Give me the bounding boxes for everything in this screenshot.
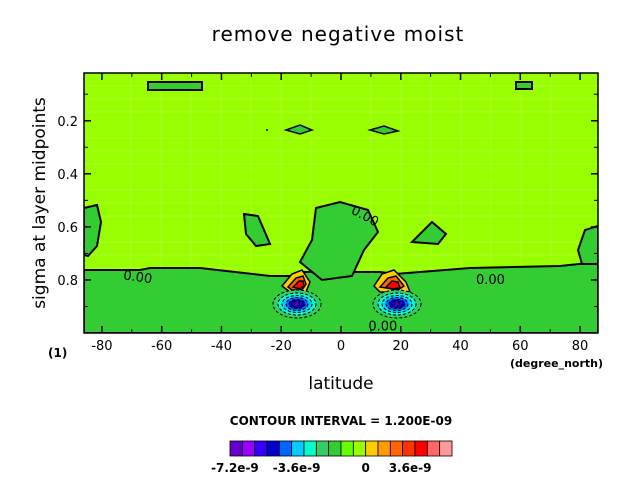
y-unit-label: (1) <box>48 346 67 360</box>
x-tick-label: 40 <box>452 339 469 354</box>
right-cell-a <box>409 220 448 246</box>
contour-label: 0.00 <box>476 273 505 288</box>
y-tick-label: 0.4 <box>57 168 78 183</box>
colorbar-tick-label: -7.2e-9 <box>211 461 259 475</box>
x-axis-title: latitude <box>308 374 373 394</box>
contour-label: 0.00 <box>122 268 153 287</box>
x-axis: -80 -60 -40 -20 0 20 40 60 80 <box>91 73 588 354</box>
colorbar-tick-label: 3.6e-9 <box>389 461 432 475</box>
colorbar-swatch <box>439 440 453 457</box>
upper-left-lens <box>283 124 315 135</box>
x-tick-label: -40 <box>211 339 232 354</box>
x-tick-label: 20 <box>392 339 409 354</box>
colorbar-tick-label: 0 <box>361 461 369 475</box>
upper-right-lens <box>367 125 401 135</box>
colorbar-swatch <box>414 440 428 457</box>
y-axis-title: sigma at layer midpoints <box>30 97 50 309</box>
colorbar-swatch <box>315 440 330 457</box>
left-cell-a <box>242 212 272 248</box>
negative-core-nh <box>372 289 422 319</box>
plot-area: 0.000.000.000.00 <box>84 73 598 334</box>
center-cell <box>298 200 380 282</box>
x-tick-label: 80 <box>572 339 589 354</box>
positive-core-nh <box>373 269 412 293</box>
colorbar-swatch <box>340 440 354 457</box>
x-tick-label: -60 <box>151 339 172 354</box>
y-tick-label: 0.6 <box>57 221 78 236</box>
colorbar-swatch <box>389 440 404 457</box>
upper-right-box <box>515 81 533 90</box>
colorbar-swatch <box>328 440 342 457</box>
colorbar-swatch <box>278 440 293 457</box>
upper-left-box <box>147 81 203 91</box>
x-tick-label: 0 <box>337 339 345 354</box>
colorbar-tick-label: -3.6e-9 <box>273 461 321 475</box>
colorbar-swatch <box>303 440 317 457</box>
x-tick-label: -80 <box>91 339 112 354</box>
negative-core-sh <box>272 289 322 319</box>
colorbar-swatch <box>365 440 379 457</box>
x-unit-label: (degree_north) <box>510 357 603 370</box>
colorbar <box>229 440 453 457</box>
y-tick-label: 0.8 <box>57 274 78 289</box>
contour-label: 0.00 <box>368 319 397 334</box>
lower-green-band <box>84 260 598 333</box>
colorbar-swatch <box>254 440 268 457</box>
colorbar-swatch <box>229 440 243 457</box>
colorbar-swatch <box>402 440 416 457</box>
right-edge-blob <box>576 224 598 265</box>
colorbar-swatch <box>352 440 367 457</box>
colorbar-swatch <box>426 440 441 457</box>
chart-title: remove negative moist <box>212 22 465 46</box>
left-edge-blob <box>84 203 103 258</box>
colorbar-swatch <box>377 440 391 457</box>
y-axis: 0.2 0.4 0.6 0.8 <box>57 93 598 334</box>
x-tick-label: -20 <box>271 339 292 354</box>
x-tick-label: 60 <box>512 339 529 354</box>
colorbar-swatch <box>266 440 280 457</box>
colorbar-swatch <box>241 440 256 457</box>
colorbar-swatch <box>291 440 305 457</box>
colorbar-labels: -7.2e-9 -3.6e-9 0 3.6e-9 <box>211 461 431 475</box>
contour-interval: CONTOUR INTERVAL = 1.200E-09 <box>230 414 452 428</box>
y-tick-label: 0.2 <box>57 115 78 130</box>
